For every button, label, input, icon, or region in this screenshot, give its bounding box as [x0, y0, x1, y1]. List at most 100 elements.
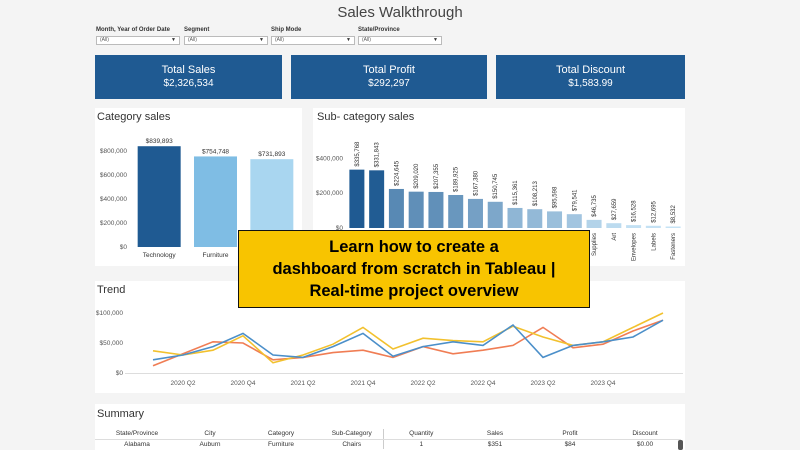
- subcategory-bar: [566, 214, 582, 228]
- filter-state-label: State/Province: [358, 27, 400, 33]
- kpi-total-sales-label: Total Sales: [161, 64, 216, 76]
- summary-header-sales[interactable]: Sales: [459, 429, 531, 440]
- filter-ship-mode-label: Ship Mode: [271, 27, 302, 33]
- subcategory-bar: [547, 211, 563, 228]
- bar-data-label: $731,893: [258, 151, 285, 158]
- subcategory-bar: [467, 198, 483, 228]
- y-tick-label: $0: [120, 244, 128, 251]
- kpi-total-profit-label: Total Profit: [363, 64, 415, 76]
- kpi-total-sales-value: $2,326,534: [163, 78, 214, 89]
- summary-header-row: State/Province City Category Sub-Categor…: [95, 429, 681, 440]
- filter-state: State/Province (All) ▼: [358, 27, 442, 45]
- filter-segment-value: (All): [188, 37, 197, 43]
- category-bar: [137, 146, 181, 247]
- summary-panel: Summary State/Province City Category Sub…: [95, 404, 685, 450]
- chevron-down-icon: ▼: [346, 37, 351, 43]
- summary-header-profit[interactable]: Profit: [531, 429, 609, 440]
- summary-header-subcategory[interactable]: Sub-Category: [321, 429, 383, 440]
- y-tick-label: $0: [116, 370, 124, 377]
- kpi-total-discount-value: $1,583.99: [568, 78, 613, 89]
- kpi-total-discount[interactable]: Total Discount $1,583.99: [496, 55, 685, 99]
- summary-header-state[interactable]: State/Province: [95, 429, 179, 440]
- y-tick-label: $50,000: [100, 340, 124, 347]
- subcategory-bar: [606, 223, 622, 228]
- subcategory-bar: [349, 169, 365, 228]
- subcategory-bar: [487, 201, 503, 228]
- filter-segment-dropdown[interactable]: (All) ▼: [184, 36, 268, 45]
- kpi-total-sales[interactable]: Total Sales $2,326,534: [95, 55, 282, 99]
- kpi-total-profit-value: $292,297: [368, 78, 410, 89]
- bar-data-label: $46,735: [592, 195, 598, 217]
- y-tick-label: $400,000: [316, 155, 343, 162]
- filter-ship-mode-dropdown[interactable]: (All) ▼: [271, 36, 355, 45]
- bar-data-label: $207,355: [434, 163, 440, 189]
- subcategory-sales-title: Sub- category sales: [317, 111, 415, 123]
- filter-state-value: (All): [362, 37, 371, 43]
- summary-header-category[interactable]: Category: [241, 429, 321, 440]
- subcategory-bar: [408, 191, 424, 228]
- bar-data-label: $150,745: [493, 173, 499, 199]
- filter-segment-label: Segment: [184, 27, 210, 33]
- table-row[interactable]: Alabama Auburn Furniture Chairs 1 $351 $…: [95, 439, 681, 449]
- bar-data-label: $224,645: [394, 160, 400, 186]
- trend-chart: $0 $50,000 $100,000 2020 Q2 2020 Q4 2021 Q2 20…: [96, 310, 683, 387]
- video-title-banner: Learn how to create a dashboard from scr…: [238, 230, 590, 308]
- chevron-down-icon: ▼: [433, 37, 438, 43]
- kpi-total-discount-label: Total Discount: [555, 64, 626, 76]
- kpi-total-profit[interactable]: Total Profit $292,297: [291, 55, 487, 99]
- subcategory-bar: [369, 170, 385, 228]
- summary-header-city[interactable]: City: [179, 429, 241, 440]
- summary-cell-state: Alabama: [124, 440, 150, 448]
- summary-header-discount[interactable]: Discount: [609, 429, 681, 440]
- banner-line-1: Learn how to create a: [329, 238, 499, 256]
- x-tick-label: 2021 Q2: [291, 380, 316, 387]
- bar-data-label: $79,541: [572, 189, 578, 211]
- bar-data-label: $167,380: [473, 170, 479, 196]
- subcategory-bar: [645, 225, 661, 228]
- filter-order-date-value: (All): [100, 37, 109, 43]
- x-tick-label: Envelopes: [632, 233, 638, 261]
- x-tick-label: 2022 Q4: [471, 380, 496, 387]
- bar-data-label: $115,361: [513, 180, 519, 205]
- filter-state-dropdown[interactable]: (All) ▼: [358, 36, 442, 45]
- subcategory-bar: [626, 225, 642, 228]
- summary-cell-discount: $0.00: [636, 440, 654, 448]
- x-tick-label: 2020 Q2: [171, 380, 196, 387]
- bar-data-label: $108,213: [533, 181, 539, 207]
- subcategory-bar: [507, 207, 523, 228]
- x-tick-label: 2020 Q4: [231, 380, 256, 387]
- summary-cell-city: Auburn: [199, 440, 221, 448]
- x-tick-label: Technology: [143, 252, 177, 259]
- x-tick-label: Art: [612, 233, 618, 241]
- y-tick-label: $0: [336, 225, 344, 232]
- summary-cell-subcategory: Chairs: [342, 440, 362, 448]
- x-tick-label: 2022 Q2: [411, 380, 436, 387]
- filter-order-date: Month, Year of Order Date (All) ▼: [96, 27, 180, 45]
- y-tick-label: $800,000: [100, 148, 127, 155]
- trend-title: Trend: [97, 284, 126, 296]
- summary-table: State/Province City Category Sub-Categor…: [95, 429, 681, 449]
- category-sales-panel: Category sales $0 $200,000 $400,000 $600,00…: [95, 108, 302, 266]
- y-tick-label: $100,000: [96, 310, 123, 317]
- subcategory-bar: [527, 209, 543, 228]
- bar-data-label: $189,925: [454, 166, 460, 192]
- subcategory-bar: [448, 194, 464, 228]
- bar-data-label: $8,532: [671, 205, 677, 224]
- summary-cell-category: Furniture: [267, 440, 294, 448]
- bar-data-label: $95,598: [553, 186, 559, 208]
- x-tick-label: 2023 Q2: [531, 380, 556, 387]
- filter-order-date-label: Month, Year of Order Date: [96, 27, 170, 33]
- y-tick-label: $200,000: [100, 220, 127, 227]
- x-tick-label: Fasteners: [671, 233, 677, 260]
- summary-header-quantity[interactable]: Quantity: [382, 429, 459, 440]
- summary-scrollbar[interactable]: [678, 440, 683, 450]
- dashboard-title: Sales Walkthrough: [337, 4, 463, 21]
- subcategory-sales-chart: $0$200,000$400,000$335,768Phones$331,843…: [316, 141, 681, 265]
- bar-data-label: $754,748: [202, 148, 229, 155]
- chevron-down-icon: ▼: [259, 37, 264, 43]
- x-tick-label: Supplies: [592, 233, 598, 256]
- filter-ship-mode-value: (All): [275, 37, 284, 43]
- x-tick-label: Labels: [651, 233, 657, 251]
- filter-order-date-dropdown[interactable]: (All) ▼: [96, 36, 180, 45]
- x-tick-label: Furniture: [202, 252, 228, 259]
